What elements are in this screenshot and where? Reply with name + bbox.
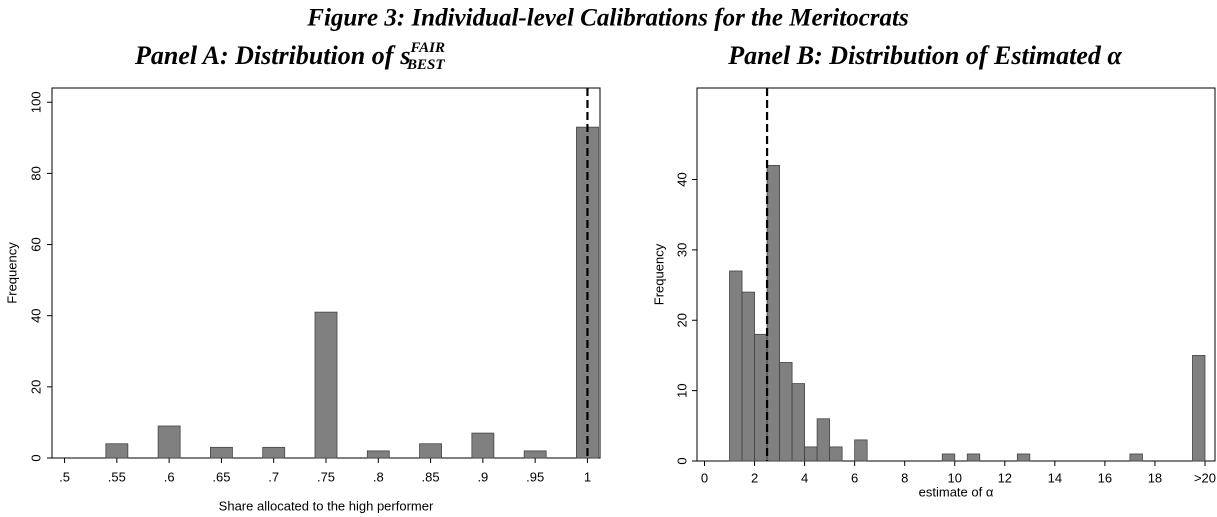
x-tick-label: 6 — [851, 470, 858, 485]
y-tick-label: 80 — [28, 166, 43, 180]
x-tick-label: 10 — [948, 470, 962, 485]
y-tick-label: 20 — [674, 313, 689, 327]
x-tick-label: .85 — [422, 469, 440, 484]
bar — [1129, 453, 1143, 462]
bar — [523, 450, 547, 459]
y-axis-label: Frequency — [4, 242, 19, 304]
bar — [829, 446, 843, 462]
bar — [105, 443, 129, 459]
panel-title-sup: FAIR — [410, 40, 445, 56]
bar — [1192, 355, 1206, 462]
bar — [966, 453, 981, 462]
bar — [419, 443, 442, 459]
bar — [210, 446, 233, 459]
y-tick-label: 0 — [28, 454, 43, 461]
x-tick-label: .5 — [59, 469, 70, 484]
x-tick-label: .9 — [477, 469, 488, 484]
bar — [314, 311, 338, 459]
bar — [791, 383, 806, 462]
bar — [754, 333, 768, 462]
panel-title-sub: BEST — [406, 57, 445, 73]
y-tick-label: 20 — [28, 380, 43, 394]
x-tick-label: .95 — [526, 469, 544, 484]
x-tick-label: .7 — [268, 469, 279, 484]
x-tick-label: 14 — [1048, 470, 1062, 485]
bar — [366, 450, 390, 459]
figure-title: Figure 3: Individual-level Calibrations … — [306, 5, 908, 32]
bar — [262, 446, 286, 459]
x-tick-label: .65 — [212, 469, 230, 484]
x-tick-label: 1 — [584, 469, 591, 484]
x-tick-label: .75 — [317, 469, 335, 484]
panel-title-symbol: s — [399, 41, 410, 70]
y-tick-label: 40 — [28, 308, 43, 322]
x-axis-label: estimate of α — [919, 484, 994, 499]
bar — [729, 270, 743, 462]
bar — [816, 418, 831, 462]
x-tick-label: >20 — [1194, 470, 1216, 485]
panel-title-text: Panel A: Distribution of — [134, 41, 396, 70]
x-tick-label: .6 — [164, 469, 175, 484]
x-tick-label: 2 — [751, 470, 758, 485]
y-tick-label: 10 — [674, 383, 689, 397]
bar — [941, 453, 956, 462]
bar — [1016, 453, 1031, 462]
x-tick-label: .55 — [108, 469, 126, 484]
x-tick-label: 16 — [1098, 470, 1112, 485]
panel-title: Panel A: Distribution of sFAIR BEST — [134, 40, 445, 73]
bar — [471, 432, 495, 459]
x-tick-label: 4 — [801, 470, 808, 485]
bar — [779, 362, 793, 462]
x-tick-label: 12 — [998, 470, 1012, 485]
x-tick-label: 0 — [701, 470, 708, 485]
bar — [157, 425, 181, 459]
bar — [854, 439, 868, 462]
bar — [804, 446, 818, 462]
x-tick-label: 18 — [1148, 470, 1162, 485]
y-tick-label: 100 — [28, 91, 43, 113]
y-tick-label: 40 — [674, 172, 689, 186]
x-tick-label: .8 — [373, 469, 384, 484]
panel-title: Panel B: Distribution of Estimated α — [727, 41, 1122, 70]
bar — [741, 291, 755, 462]
plot-frame — [696, 87, 1216, 462]
y-tick-label: 30 — [674, 243, 689, 257]
y-tick-label: 60 — [28, 237, 43, 251]
y-axis-label: Frequency — [651, 243, 666, 305]
x-tick-label: 8 — [901, 470, 908, 485]
y-tick-label: 0 — [674, 457, 689, 464]
x-axis-label: Share allocated to the high performer — [219, 498, 434, 513]
bar — [766, 165, 780, 462]
